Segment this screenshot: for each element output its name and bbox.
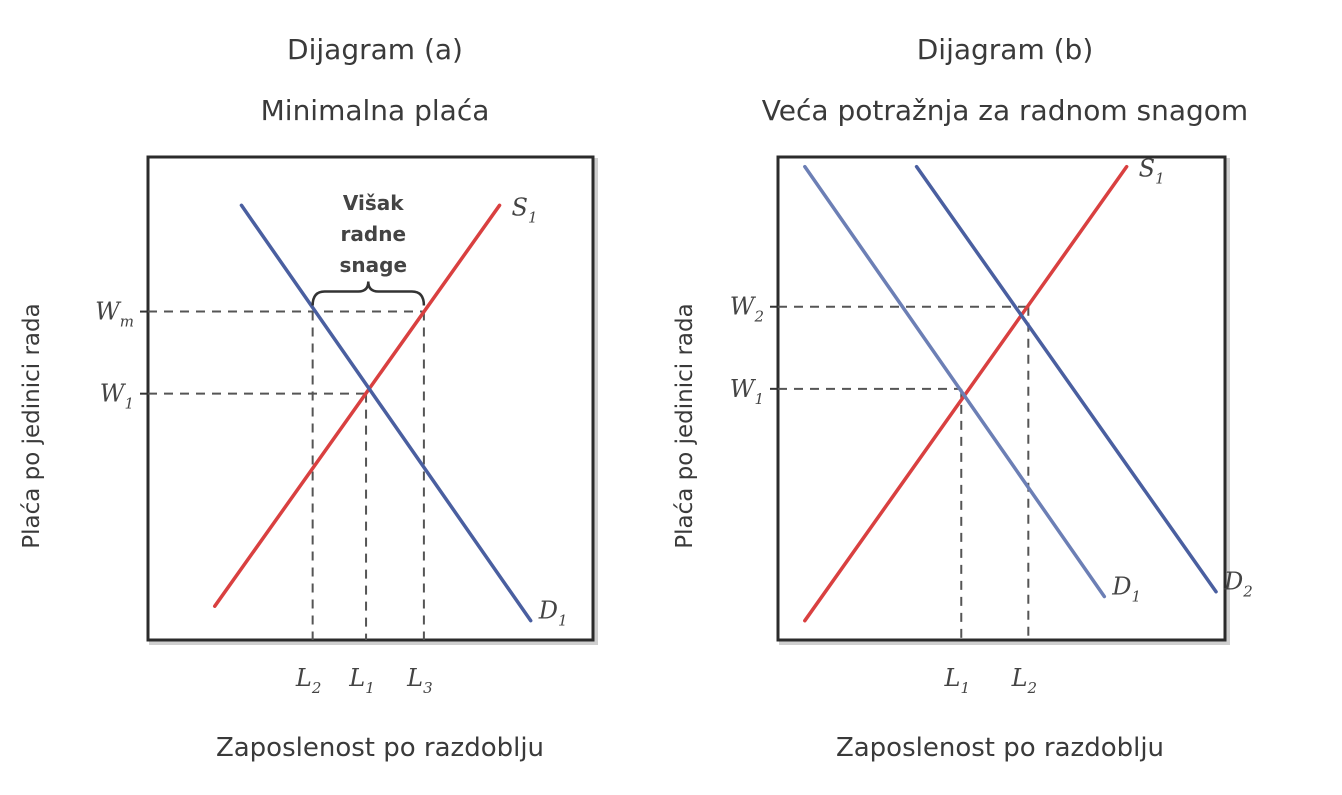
panel-b-x-tick-label-L2: L2 [1011,664,1037,697]
panel-a-x-tick-label-L3: L3 [406,664,432,697]
panel-a-heading: Dijagram (a) [287,33,463,66]
panel-b-heading: Dijagram (b) [916,33,1094,66]
panel-a-annotation-text-1: Višak [343,191,404,215]
panel-a-annotation-text-2: radne [341,222,406,246]
panel-b-series-label-D2: D2 [1223,568,1253,601]
panel-a-x-tick-label-L1: L1 [348,664,374,697]
panel-a-y-tick-label-W1: W1 [100,380,134,413]
panel-a-annotation-brace [311,281,426,306]
panel-b-plot-frame [776,155,1227,642]
panel-b-series-D1 [803,164,1107,599]
panel-a-series-D1 [239,203,533,623]
panel-a-x-axis-label: Zaposlenost po razdoblju [215,733,545,763]
panel-a-series-S1 [213,203,502,608]
panel-b-x-axis-label: Zaposlenost po razdoblju [835,733,1165,763]
panel-a-series-label-D1: D1 [538,597,568,630]
panel-a-series-label-S1: S1 [512,193,538,226]
panel-b-x-tick-label-L1: L1 [944,664,970,697]
panel-b-title: Veća potražnja za radnom snagom [761,94,1249,127]
panel-a-title: Minimalna plaća [260,94,490,127]
panel-b-series-label-D1: D1 [1111,573,1141,606]
panel-b-y-tick-label-W2: W2 [730,293,764,326]
panel-b-y-tick-label-W1: W1 [730,375,764,408]
panel-a-y-tick-label-Wm: Wm [95,298,134,331]
panel-a-annotation-text-3: snage [340,253,408,277]
panel-a-x-tick-label-L2: L2 [295,664,321,697]
panel-b-series-S1 [803,164,1129,623]
panel-b-series-label-S1: S1 [1139,155,1165,188]
panel-b-series-D2 [914,164,1218,594]
panel-a-plot-frame [146,155,595,642]
